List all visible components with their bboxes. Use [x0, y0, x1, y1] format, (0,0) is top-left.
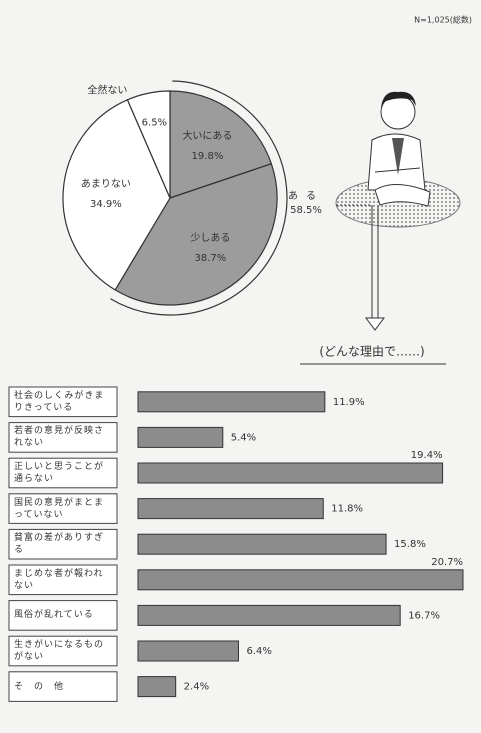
bar-category: 貧富の差がありすぎる	[14, 533, 105, 556]
slice-value: 19.8%	[192, 151, 224, 162]
bar	[137, 569, 464, 591]
bar-value: 11.9%	[333, 397, 365, 408]
bar-title: (どんな理由で……)	[319, 345, 424, 359]
bar-value: 5.4%	[231, 432, 256, 443]
label-box	[8, 386, 118, 418]
bar	[137, 426, 224, 448]
bar	[137, 462, 444, 484]
arrow	[336, 204, 385, 331]
bar-value: 19.4%	[411, 450, 443, 461]
slice-label: 大いにある	[182, 129, 232, 142]
pie-slice	[126, 90, 171, 199]
label-box	[8, 493, 118, 524]
label-box	[8, 671, 118, 702]
slice-label: 少しある	[190, 232, 230, 244]
slice-value: 38.7%	[194, 253, 226, 264]
bar	[137, 391, 326, 413]
slice-label: 全然ない	[87, 83, 127, 96]
bar-category: 社会のしくみがきまりきっている	[14, 390, 105, 413]
bar-value: 2.4%	[184, 682, 209, 693]
label-box	[8, 635, 118, 667]
bar-category: 風俗が乱れている	[14, 610, 94, 621]
bar-value: 16.7%	[408, 610, 440, 621]
pie-slice	[114, 163, 278, 306]
bar-category: 正しいと思うことが通らない	[14, 461, 105, 484]
pie-slice	[169, 90, 273, 199]
label-box	[8, 457, 118, 489]
bar-category: 若者の意見が反映されない	[14, 426, 105, 449]
illustration	[335, 91, 461, 228]
label-box	[8, 600, 118, 631]
bar-category: 生きがいになるものがない	[14, 639, 105, 662]
bar	[137, 676, 177, 698]
bar-category: 国民の意見がまとまっていない	[14, 497, 105, 520]
slice-value: 34.9%	[90, 199, 122, 210]
bar-value: 6.4%	[246, 646, 271, 657]
label-box	[8, 564, 118, 596]
bar-value: 20.7%	[431, 557, 463, 568]
slice-label: あまりない	[81, 178, 131, 190]
bar	[137, 498, 324, 520]
bar	[137, 640, 239, 662]
label-box	[8, 528, 118, 560]
slice-value: 6.5%	[142, 118, 167, 129]
group-value: 58.5%	[290, 205, 322, 216]
group-label: ある	[288, 190, 324, 202]
bar	[137, 533, 387, 555]
group-bracket	[110, 80, 288, 316]
bar	[137, 604, 401, 626]
bar-category: まじめな者が報われない	[14, 568, 104, 591]
pie-slice	[62, 99, 171, 291]
label-box	[8, 422, 118, 453]
bar-category: そ の 他	[14, 681, 65, 692]
note: N=1,025(総数)	[414, 15, 472, 25]
bar-value: 11.8%	[331, 504, 363, 515]
bar-value: 15.8%	[394, 539, 426, 550]
